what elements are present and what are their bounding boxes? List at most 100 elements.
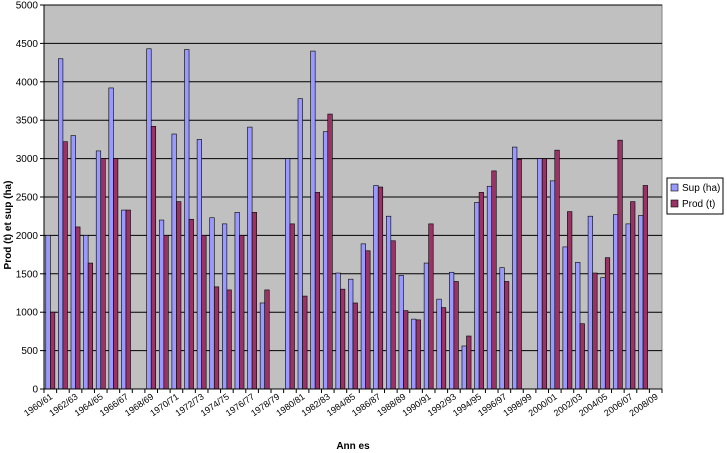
bar-sup xyxy=(486,185,493,390)
bar-prod xyxy=(377,186,384,390)
legend: Sup (ha) Prod (t) xyxy=(666,177,724,215)
bar-sup xyxy=(575,261,581,390)
bar-sup xyxy=(121,209,127,390)
bar-prod xyxy=(188,218,194,390)
bar-prod xyxy=(453,281,459,390)
bar-sup xyxy=(196,139,202,390)
bar-prod xyxy=(491,170,497,390)
bar-sup xyxy=(587,215,593,390)
bar-prod xyxy=(226,289,232,390)
bar-prod xyxy=(592,272,598,390)
bar-prod xyxy=(340,288,346,390)
y-tick-label: 3000 xyxy=(16,154,39,165)
bar-sup xyxy=(562,246,568,390)
bar-sup xyxy=(461,345,467,390)
bar-sup xyxy=(423,262,429,390)
bar-prod xyxy=(504,281,510,390)
bar-prod xyxy=(516,159,522,390)
bar-prod xyxy=(150,126,157,390)
bar-sup xyxy=(348,278,354,390)
bar-sup xyxy=(474,202,480,390)
bar-sup xyxy=(58,58,64,390)
bar-prod xyxy=(62,141,68,390)
bar-prod xyxy=(327,113,333,390)
bar-sup xyxy=(625,223,631,390)
bar-prod xyxy=(403,310,409,390)
bar-sup xyxy=(335,272,341,390)
bar-prod xyxy=(604,257,611,390)
legend-label-prod: Prod (t) xyxy=(682,199,715,210)
bar-prod xyxy=(264,289,270,390)
bar-prod xyxy=(213,286,220,390)
bar-prod xyxy=(642,185,648,390)
bar-prod xyxy=(314,192,321,390)
bar-sup xyxy=(549,180,556,390)
bar-prod xyxy=(365,250,371,390)
bar-prod xyxy=(50,311,56,390)
y-tick-label: 5000 xyxy=(16,1,39,12)
bar-prod xyxy=(478,192,484,390)
legend-label-sup: Sup (ha) xyxy=(682,183,720,194)
bar-sup xyxy=(613,214,619,390)
bar-sup xyxy=(600,277,606,390)
bar-sup xyxy=(638,215,644,390)
bar-prod xyxy=(302,295,308,390)
bar-sup xyxy=(360,243,366,390)
legend-swatch-prod xyxy=(670,199,679,208)
bar-prod xyxy=(390,240,396,390)
bar-sup xyxy=(537,158,543,390)
bar-prod xyxy=(201,235,207,390)
bar-prod xyxy=(125,209,131,390)
bar-sup xyxy=(373,185,379,390)
bar-sup xyxy=(247,126,253,390)
bar-sup xyxy=(83,235,89,390)
y-tick-label: 1000 xyxy=(16,308,39,319)
x-axis-title: Ann es xyxy=(336,441,370,452)
bar-prod xyxy=(415,319,421,390)
y-axis-title: Prod (t) et sup (ha) xyxy=(3,181,14,270)
bar-sup xyxy=(222,223,228,390)
y-tick-label: 0 xyxy=(32,385,38,396)
bar-sup xyxy=(209,217,215,390)
bar-sup xyxy=(70,135,76,390)
y-tick-label: 3500 xyxy=(16,116,39,127)
bar-sup xyxy=(411,318,417,390)
legend-swatch-sup xyxy=(670,183,679,192)
y-tick-label: 4000 xyxy=(16,77,39,88)
y-tick-label: 2500 xyxy=(16,193,39,204)
x-axis-ticks: 1960/611962/631964/651966/671968/691970/… xyxy=(22,389,663,418)
bar-prod xyxy=(251,212,257,390)
bar-sup xyxy=(108,87,114,390)
bar-sup xyxy=(499,267,505,390)
bar-prod xyxy=(289,223,295,390)
bar-sup xyxy=(449,271,455,390)
bar-prod xyxy=(541,158,548,390)
x-tick-label: 2008/09 xyxy=(627,391,659,418)
bar-prod xyxy=(630,201,636,390)
bar-prod xyxy=(239,235,245,390)
bar-sup xyxy=(385,215,392,390)
bar-sup xyxy=(398,275,404,390)
bar-sup xyxy=(158,219,165,390)
bar-sup xyxy=(259,302,266,390)
y-tick-label: 4500 xyxy=(16,39,39,50)
y-tick-label: 2000 xyxy=(16,231,39,242)
y-tick-label: 1500 xyxy=(16,269,39,280)
bar-prod xyxy=(163,235,169,390)
bar-sup xyxy=(297,98,303,390)
y-axis-ticks: 0 500 1000 1500 2000 2500 3000 3500 4000 4500 5000 xyxy=(16,1,44,396)
bar-sup xyxy=(45,235,51,390)
bar-prod xyxy=(428,223,434,390)
bar-sup xyxy=(95,150,102,390)
bar-prod xyxy=(617,139,623,390)
bar-prod xyxy=(440,307,447,390)
bar-prod xyxy=(352,302,358,390)
bar-sup xyxy=(322,131,329,390)
bar-prod xyxy=(567,211,573,390)
bar-sup xyxy=(436,298,442,390)
bar-sup xyxy=(171,133,177,390)
bar-prod xyxy=(466,335,472,390)
bar-prod xyxy=(554,149,560,390)
bar-sup xyxy=(234,212,240,390)
